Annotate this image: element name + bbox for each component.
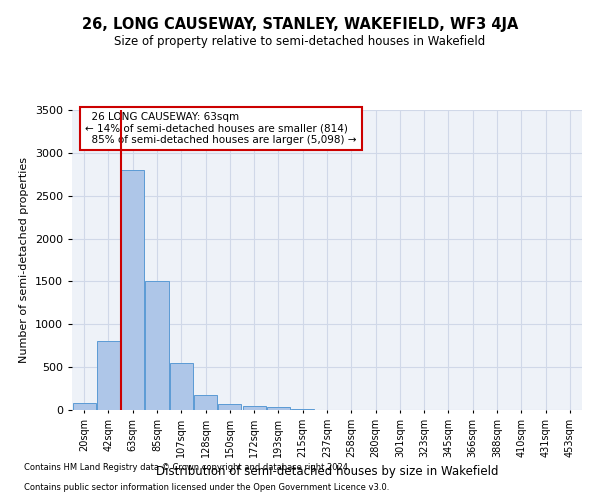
Bar	[291, 409, 314, 410]
Text: Contains HM Land Registry data © Crown copyright and database right 2024.: Contains HM Land Registry data © Crown c…	[24, 464, 350, 472]
Text: 26, LONG CAUSEWAY, STANLEY, WAKEFIELD, WF3 4JA: 26, LONG CAUSEWAY, STANLEY, WAKEFIELD, W…	[82, 18, 518, 32]
Bar	[218, 404, 241, 410]
Bar	[145, 282, 169, 410]
Text: Size of property relative to semi-detached houses in Wakefield: Size of property relative to semi-detach…	[115, 35, 485, 48]
Bar	[170, 363, 193, 410]
Text: 26 LONG CAUSEWAY: 63sqm
← 14% of semi-detached houses are smaller (814)
  85% of: 26 LONG CAUSEWAY: 63sqm ← 14% of semi-de…	[85, 112, 357, 145]
Y-axis label: Number of semi-detached properties: Number of semi-detached properties	[19, 157, 29, 363]
Text: Contains public sector information licensed under the Open Government Licence v3: Contains public sector information licen…	[24, 484, 389, 492]
Bar	[73, 403, 95, 410]
Bar	[194, 394, 217, 410]
Bar	[121, 170, 144, 410]
Bar	[97, 342, 120, 410]
Bar	[267, 408, 290, 410]
Bar	[242, 406, 266, 410]
X-axis label: Distribution of semi-detached houses by size in Wakefield: Distribution of semi-detached houses by …	[156, 466, 498, 478]
